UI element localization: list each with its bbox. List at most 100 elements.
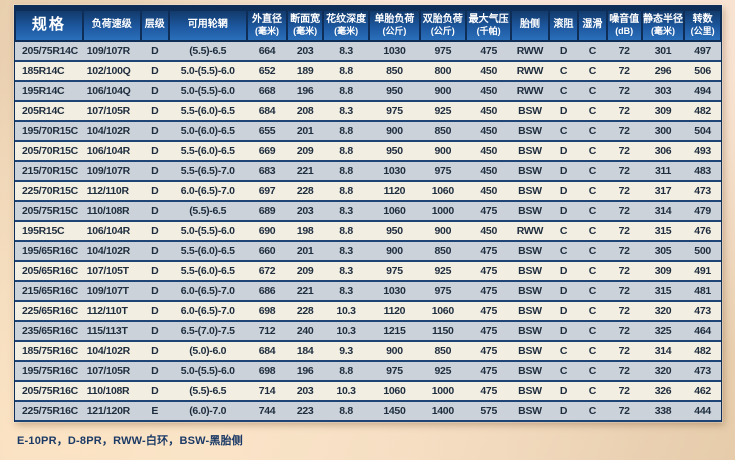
table-cell: D xyxy=(140,161,169,183)
table-cell: 115/113T xyxy=(82,321,141,343)
table-cell: 672 xyxy=(246,261,288,283)
table-cell: 450 xyxy=(466,101,512,123)
table-cell: C xyxy=(548,341,579,363)
table-cell: 317 xyxy=(641,181,685,203)
table-cell: D xyxy=(548,281,579,303)
table-cell: 8.8 xyxy=(322,61,370,83)
table-cell: 296 xyxy=(641,61,685,83)
column-header-label: 噪音值 xyxy=(609,14,640,25)
table-cell: 475 xyxy=(466,201,512,223)
table-cell: 104/102R xyxy=(82,121,141,143)
table-row: 235/65R16C 115/113T D 6.5-(7.0)-7.5 712 240 10… xyxy=(15,321,721,343)
table-cell: D xyxy=(548,381,579,403)
table-cell: 205/75R14C xyxy=(15,41,83,63)
table-cell: 72 xyxy=(606,121,642,143)
column-header-15: 静态半径 (毫米) xyxy=(640,11,686,43)
table-cell: 479 xyxy=(684,201,721,223)
table-cell: 475 xyxy=(466,241,512,263)
table-cell: BSW xyxy=(511,381,549,403)
table-cell: 668 xyxy=(246,81,288,103)
table-cell: RWW xyxy=(511,221,549,243)
table-cell: 450 xyxy=(466,81,512,103)
table-cell: D xyxy=(548,201,579,223)
table-cell: C xyxy=(548,61,579,83)
table-cell: 72 xyxy=(606,61,642,83)
table-cell: 1000 xyxy=(419,201,467,223)
table-cell: 311 xyxy=(641,161,685,183)
table-cell: 475 xyxy=(466,341,512,363)
table-cell: 240 xyxy=(287,321,323,343)
table-cell: 203 xyxy=(287,41,323,63)
table-cell: 698 xyxy=(246,301,288,323)
column-header-label: 可用轮辋 xyxy=(187,19,228,31)
table-cell: 5.0-(5.5)-6.0 xyxy=(168,81,247,103)
table-cell: C xyxy=(548,221,579,243)
table-row: 225/70R15C 112/110R D 6.0-(6.5)-7.0 697 228 8.… xyxy=(15,181,721,203)
table-cell: 1030 xyxy=(369,41,420,63)
table-cell: C xyxy=(578,101,607,123)
table-cell: D xyxy=(140,141,169,163)
table-cell: 900 xyxy=(369,341,420,363)
table-row: 205/65R16C 107/105T D 5.5-(6.0)-6.5 672 209 8.… xyxy=(15,261,721,283)
table-cell: 196 xyxy=(287,81,323,103)
table-cell: 684 xyxy=(246,341,288,363)
table-cell: 1150 xyxy=(419,321,467,343)
table-cell: 72 xyxy=(606,261,642,283)
table-cell: 72 xyxy=(606,381,642,403)
column-header-label: 转数 xyxy=(692,14,713,25)
table-cell: BSW xyxy=(511,281,549,303)
table-cell: 106/104R xyxy=(82,141,141,163)
table-cell: 109/107R xyxy=(82,41,141,63)
table-cell: 5.5-(6.0)-6.5 xyxy=(168,241,247,263)
table-cell: 72 xyxy=(606,41,642,63)
table-cell: 1120 xyxy=(369,181,420,203)
table-cell: 450 xyxy=(466,61,512,83)
table-cell: 475 xyxy=(466,281,512,303)
table-cell: 850 xyxy=(369,61,420,83)
table-cell: D xyxy=(140,241,169,263)
column-header-unit: (毫米) xyxy=(334,25,359,36)
table-row: 205R14C 107/105R D 5.5-(6.0)-6.5 684 208 8.3 97… xyxy=(15,101,721,123)
column-header-label: 外直径 xyxy=(252,14,283,25)
table-cell: C xyxy=(578,401,607,423)
table-cell: 223 xyxy=(287,401,323,423)
table-row: 195/70R15C 104/102R D 5.0-(6.0)-6.5 655 201 8.… xyxy=(15,121,721,143)
table-cell: D xyxy=(548,401,579,423)
table-cell: 450 xyxy=(466,121,512,143)
table-cell: D xyxy=(140,281,169,303)
table-row: 195R14C 106/104Q D 5.0-(5.5)-6.0 668 196 8.8 95… xyxy=(15,81,721,103)
table-cell: BSW xyxy=(511,101,549,123)
column-header-unit: (公斤) xyxy=(430,25,455,36)
column-header-9: 双胎负荷 (公斤) xyxy=(418,11,468,43)
table-cell: C xyxy=(578,221,607,243)
table-cell: 475 xyxy=(466,321,512,343)
table-cell: 185/75R16C xyxy=(15,341,83,363)
table-cell: 221 xyxy=(287,281,323,303)
spec-table-container: 规格 负荷速级 层级 可用轮辋 外直径 (毫米) 断面宽 (毫米) 花纹深度 (毫米) 单胎负荷 (公… xyxy=(14,5,722,423)
table-cell: 8.8 xyxy=(322,121,370,143)
table-cell: 975 xyxy=(419,41,467,63)
table-cell: 309 xyxy=(641,261,685,283)
table-cell: C xyxy=(578,41,607,63)
table-cell: (5.5)-6.5 xyxy=(168,381,247,403)
table-cell: RWW xyxy=(511,81,549,103)
table-cell: 8.3 xyxy=(322,281,370,303)
table-cell: D xyxy=(548,101,579,123)
table-cell: C xyxy=(578,241,607,263)
table-cell: (5.5)-6.5 xyxy=(168,41,247,63)
table-cell: D xyxy=(548,321,579,343)
table-cell: 72 xyxy=(606,401,642,423)
table-cell: 1450 xyxy=(369,401,420,423)
table-cell: 686 xyxy=(246,281,288,303)
table-cell: D xyxy=(140,321,169,343)
table-cell: 1060 xyxy=(419,181,467,203)
footnote: E-10PR，D-8PR，RWW-白环，BSW-黑胎侧 xyxy=(17,435,243,447)
table-cell: D xyxy=(140,181,169,203)
table-cell: 950 xyxy=(369,221,420,243)
table-cell: 497 xyxy=(684,41,721,63)
table-cell: 72 xyxy=(606,201,642,223)
table-cell: 6.0-(6.5)-7.0 xyxy=(168,301,247,323)
table-cell: C xyxy=(578,321,607,343)
table-cell: 320 xyxy=(641,301,685,323)
table-cell: 5.0-(5.5)-6.0 xyxy=(168,361,247,383)
